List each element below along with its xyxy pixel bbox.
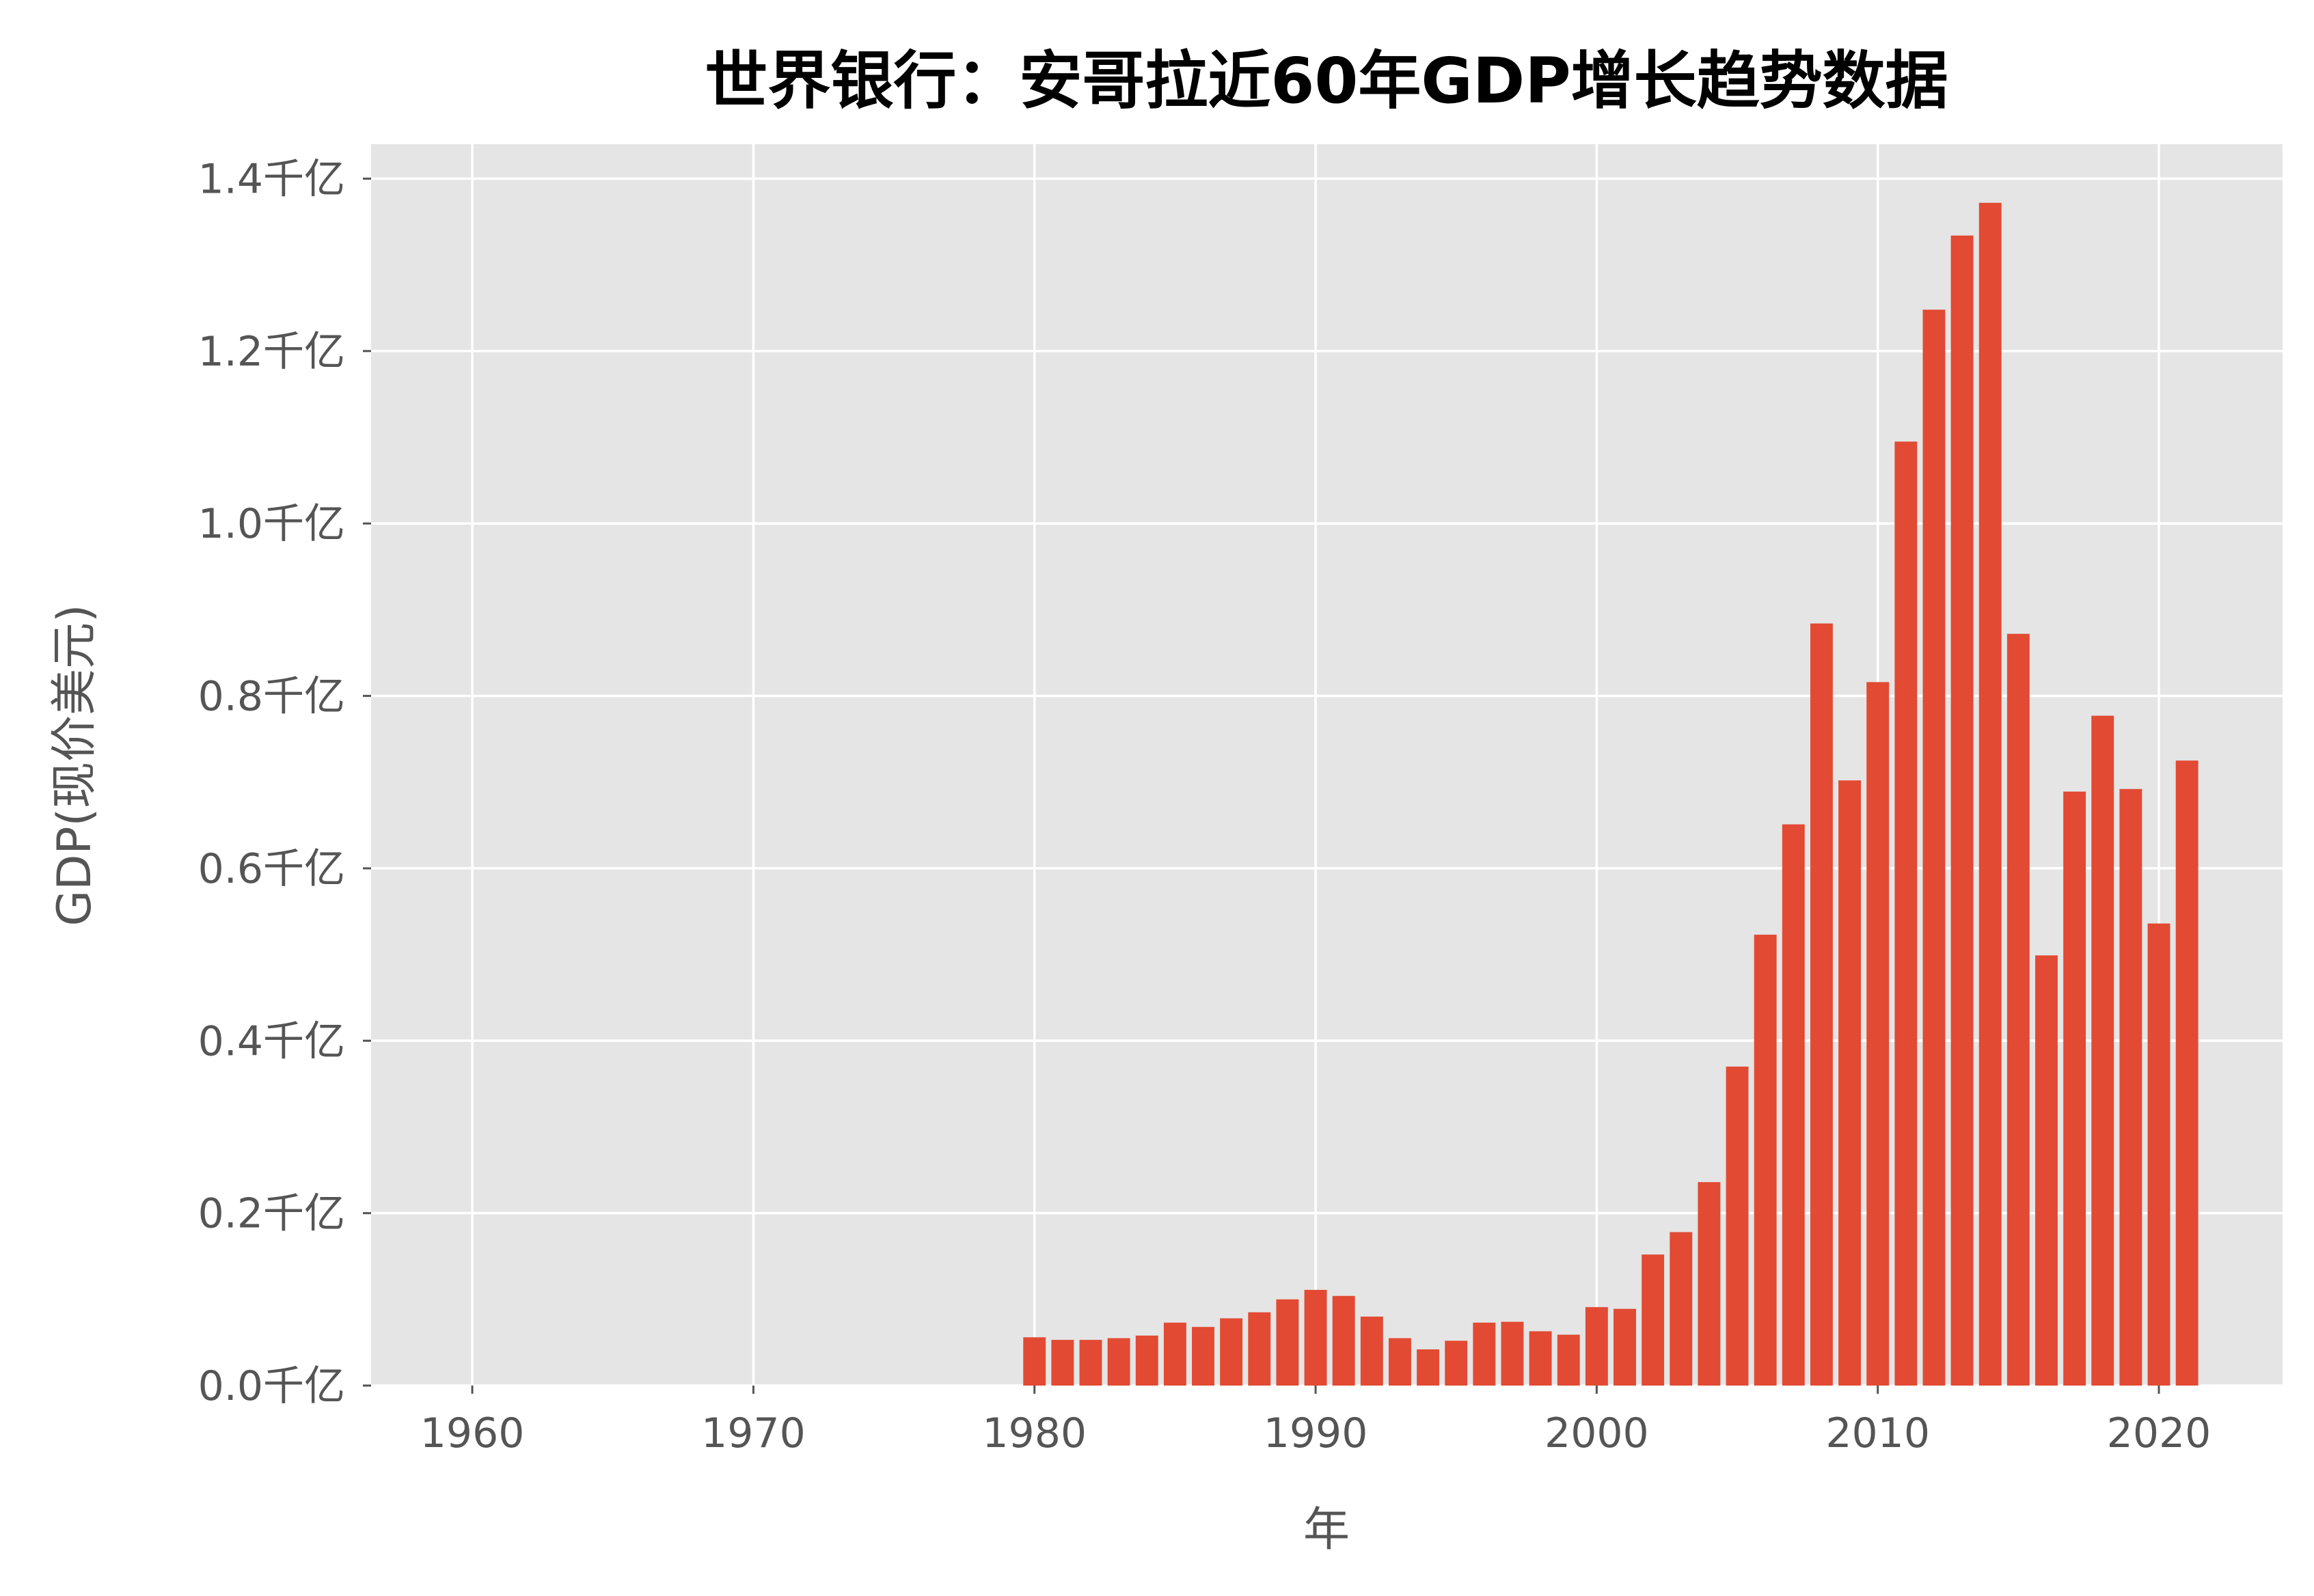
bar-1991 bbox=[1332, 1295, 1355, 1386]
bar-1989 bbox=[1276, 1299, 1299, 1386]
y-tick-label: 0.6千亿 bbox=[198, 845, 345, 893]
bar-2003 bbox=[1670, 1232, 1693, 1386]
bar-2017 bbox=[2063, 791, 2086, 1386]
y-axis-label: GDP(现价美元) bbox=[48, 604, 102, 926]
bar-2016 bbox=[2035, 955, 2058, 1386]
bar-1994 bbox=[1417, 1349, 1440, 1386]
chart-title: 世界银行：安哥拉近60年GDP增长趋势数据 bbox=[705, 44, 1948, 118]
y-tick-label: 0.8千亿 bbox=[198, 673, 345, 721]
y-tick-label: 1.4千亿 bbox=[198, 155, 345, 203]
x-tick-label: 1990 bbox=[1264, 1409, 1368, 1457]
x-tick-label: 1970 bbox=[701, 1409, 806, 1457]
bar-1980 bbox=[1023, 1337, 1046, 1386]
bar-2021 bbox=[2175, 760, 2199, 1386]
bar-2020 bbox=[2147, 923, 2170, 1386]
x-axis-label: 年 bbox=[1303, 1503, 1350, 1557]
x-tick-label: 1980 bbox=[982, 1409, 1087, 1457]
bar-2010 bbox=[1866, 682, 1890, 1386]
bar-1986 bbox=[1192, 1327, 1214, 1386]
bar-1995 bbox=[1445, 1340, 1468, 1386]
bar-2000 bbox=[1585, 1307, 1608, 1386]
bar-1983 bbox=[1107, 1338, 1130, 1386]
y-tick-label: 1.2千亿 bbox=[198, 328, 345, 376]
y-tick-label: 0.4千亿 bbox=[198, 1017, 345, 1065]
bar-2019 bbox=[2119, 788, 2142, 1386]
bar-1992 bbox=[1360, 1317, 1383, 1386]
bar-1998 bbox=[1529, 1331, 1552, 1386]
bar-2006 bbox=[1754, 935, 1777, 1386]
y-tick-label: 0.2千亿 bbox=[198, 1190, 345, 1238]
bar-2018 bbox=[2091, 715, 2114, 1386]
x-axis: 1960 1970 1980 1990 2000 2010 2020 bbox=[420, 1386, 2211, 1457]
bar-1982 bbox=[1079, 1340, 1102, 1386]
bar-1999 bbox=[1557, 1334, 1580, 1386]
bar-1997 bbox=[1501, 1321, 1524, 1386]
bar-1987 bbox=[1220, 1318, 1243, 1386]
bar-1981 bbox=[1051, 1340, 1074, 1386]
y-tick-label: 0.0千亿 bbox=[198, 1362, 345, 1410]
bar-2013 bbox=[1950, 235, 1974, 1386]
bar-1984 bbox=[1135, 1335, 1158, 1386]
bar-2011 bbox=[1894, 441, 1918, 1386]
bar-2004 bbox=[1698, 1182, 1721, 1386]
bar-2015 bbox=[2006, 633, 2030, 1386]
y-axis: 0.0千亿 0.2千亿 0.4千亿 0.6千亿 0.8千亿 1.0千亿 1.2千亿 1.4千亿 bbox=[198, 155, 371, 1410]
x-tick-label: 1960 bbox=[420, 1409, 525, 1457]
y-tick-label: 1.0千亿 bbox=[198, 500, 345, 548]
bar-1988 bbox=[1248, 1312, 1271, 1386]
bar-1985 bbox=[1163, 1322, 1186, 1386]
bar-2012 bbox=[1922, 309, 1946, 1386]
bar-2009 bbox=[1838, 780, 1862, 1386]
bar-2002 bbox=[1642, 1254, 1665, 1386]
bar-2008 bbox=[1810, 623, 1833, 1386]
bars bbox=[1023, 202, 2199, 1386]
bar-2007 bbox=[1782, 824, 1805, 1386]
bar-1993 bbox=[1388, 1338, 1411, 1386]
x-tick-label: 2020 bbox=[2107, 1409, 2211, 1457]
bar-2005 bbox=[1726, 1067, 1749, 1386]
x-tick-label: 2000 bbox=[1544, 1409, 1649, 1457]
bar-2014 bbox=[1978, 202, 2002, 1386]
bar-1996 bbox=[1473, 1322, 1496, 1386]
bar-2001 bbox=[1614, 1308, 1636, 1386]
bar-1990 bbox=[1304, 1289, 1327, 1386]
x-tick-label: 2010 bbox=[1825, 1409, 1930, 1457]
